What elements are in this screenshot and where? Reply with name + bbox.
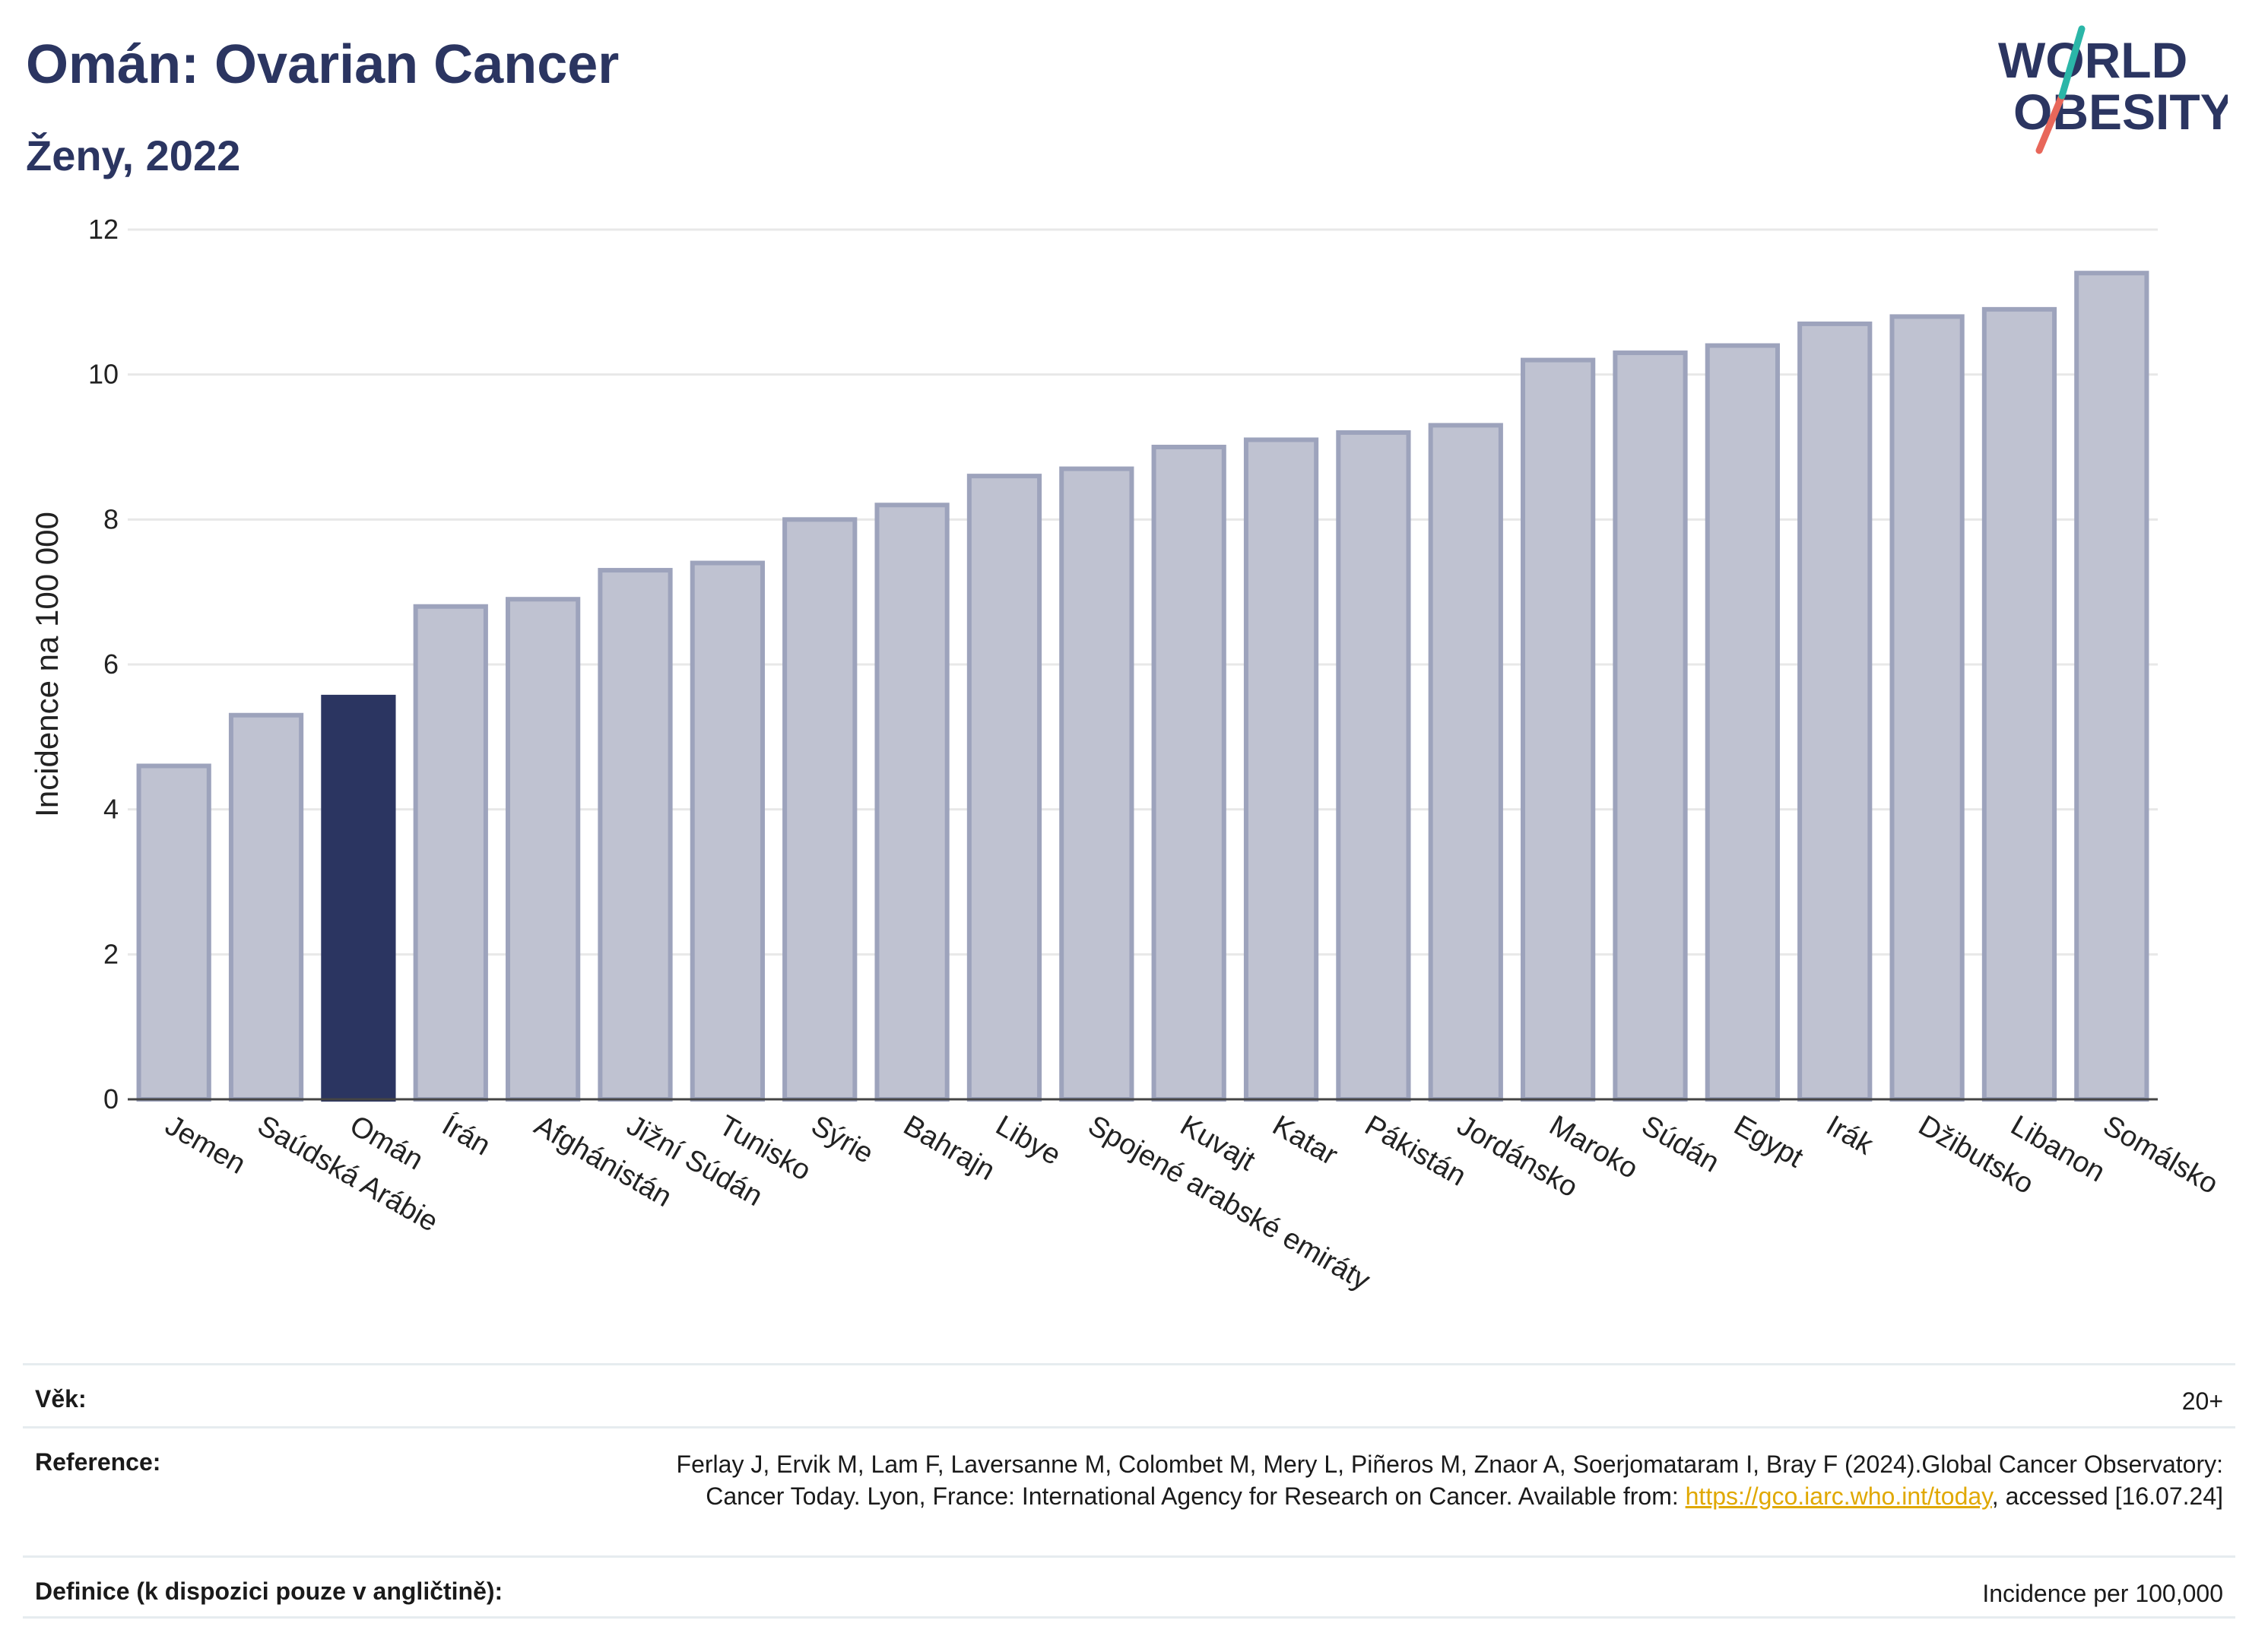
chart-title: Omán: Ovarian Cancer xyxy=(26,34,620,95)
meta-row-definition: Definice (k dispozici pouze v angličtině… xyxy=(23,1555,2235,1619)
x-tick-label: Pákistán xyxy=(1359,1109,1471,1192)
reference-accessed: , accessed [16.07.24] xyxy=(1991,1482,2223,1510)
bar-1 xyxy=(228,712,304,1102)
bar-13 xyxy=(1336,430,1411,1102)
x-tick-label: Irák xyxy=(1821,1109,1879,1162)
bar-12 xyxy=(1243,437,1319,1102)
x-tick-label: Somálsko xyxy=(2098,1109,2223,1200)
reference-value: Ferlay J, Ervik M, Lam F, Laversanne M, … xyxy=(626,1448,2223,1512)
bar-15 xyxy=(1521,357,1596,1102)
bar-8 xyxy=(874,503,950,1102)
reference-text: Ferlay J, Ervik M, Lam F, Laversanne M, … xyxy=(676,1451,2223,1510)
bar-3 xyxy=(413,604,488,1102)
y-tick-label: 12 xyxy=(88,214,119,245)
bar-16 xyxy=(1613,350,1688,1102)
bar-6 xyxy=(690,560,765,1102)
world-obesity-logo: WORLD OBESITY xyxy=(1992,23,2234,160)
x-tick-label: Saúdská Arábie xyxy=(252,1109,444,1238)
bar-9 xyxy=(966,474,1042,1102)
definition-label: Definice (k dispozici pouze v angličtině… xyxy=(35,1577,503,1605)
bar-19 xyxy=(1889,314,1965,1102)
x-tick-label: Libye xyxy=(990,1109,1066,1172)
x-tick-label: Jemen xyxy=(160,1109,251,1180)
x-tick-label: Katar xyxy=(1267,1109,1343,1172)
bar-17 xyxy=(1705,343,1780,1102)
y-tick-label: 8 xyxy=(103,503,119,534)
definition-value: Incidence per 100,000 xyxy=(1982,1580,2223,1607)
bar-21 xyxy=(2074,271,2149,1102)
bar-4 xyxy=(506,597,581,1102)
y-tick-label: 2 xyxy=(103,938,119,969)
bar-2 xyxy=(321,694,396,1102)
bar-11 xyxy=(1151,445,1226,1102)
x-tick-label: Bahrajn xyxy=(898,1109,1000,1187)
bar-0 xyxy=(136,763,211,1102)
age-label: Věk: xyxy=(35,1385,87,1413)
x-tick-label: Sýrie xyxy=(806,1109,879,1170)
bar-18 xyxy=(1797,321,1873,1102)
svg-text:WORLD: WORLD xyxy=(1998,32,2187,88)
bar-20 xyxy=(1981,306,2057,1102)
reference-label: Reference: xyxy=(35,1448,161,1476)
bar-10 xyxy=(1059,466,1134,1102)
reference-link[interactable]: https://gco.iarc.who.int/today xyxy=(1685,1482,1992,1510)
metadata-table: Věk: 20+ Reference: Ferlay J, Ervik M, L… xyxy=(23,1363,2235,1619)
y-tick-label: 6 xyxy=(103,648,119,680)
y-axis-title: Incidence na 100 000 xyxy=(29,512,65,817)
x-tick-label: Egypt xyxy=(1728,1109,1809,1174)
y-tick-label: 10 xyxy=(88,359,119,390)
y-tick-label: 0 xyxy=(103,1083,119,1115)
bar-5 xyxy=(598,568,673,1102)
y-tick-label: 4 xyxy=(103,794,119,825)
meta-row-reference: Reference: Ferlay J, Ervik M, Lam F, Lav… xyxy=(23,1426,2235,1555)
x-tick-label: Írán xyxy=(436,1109,496,1162)
bar-14 xyxy=(1428,423,1503,1102)
chart-subtitle: Ženy, 2022 xyxy=(26,132,241,179)
age-value: 20+ xyxy=(2181,1387,2223,1415)
bar-7 xyxy=(782,517,858,1102)
x-tick-label: Súdán xyxy=(1636,1109,1724,1178)
meta-row-age: Věk: 20+ xyxy=(23,1363,2235,1426)
